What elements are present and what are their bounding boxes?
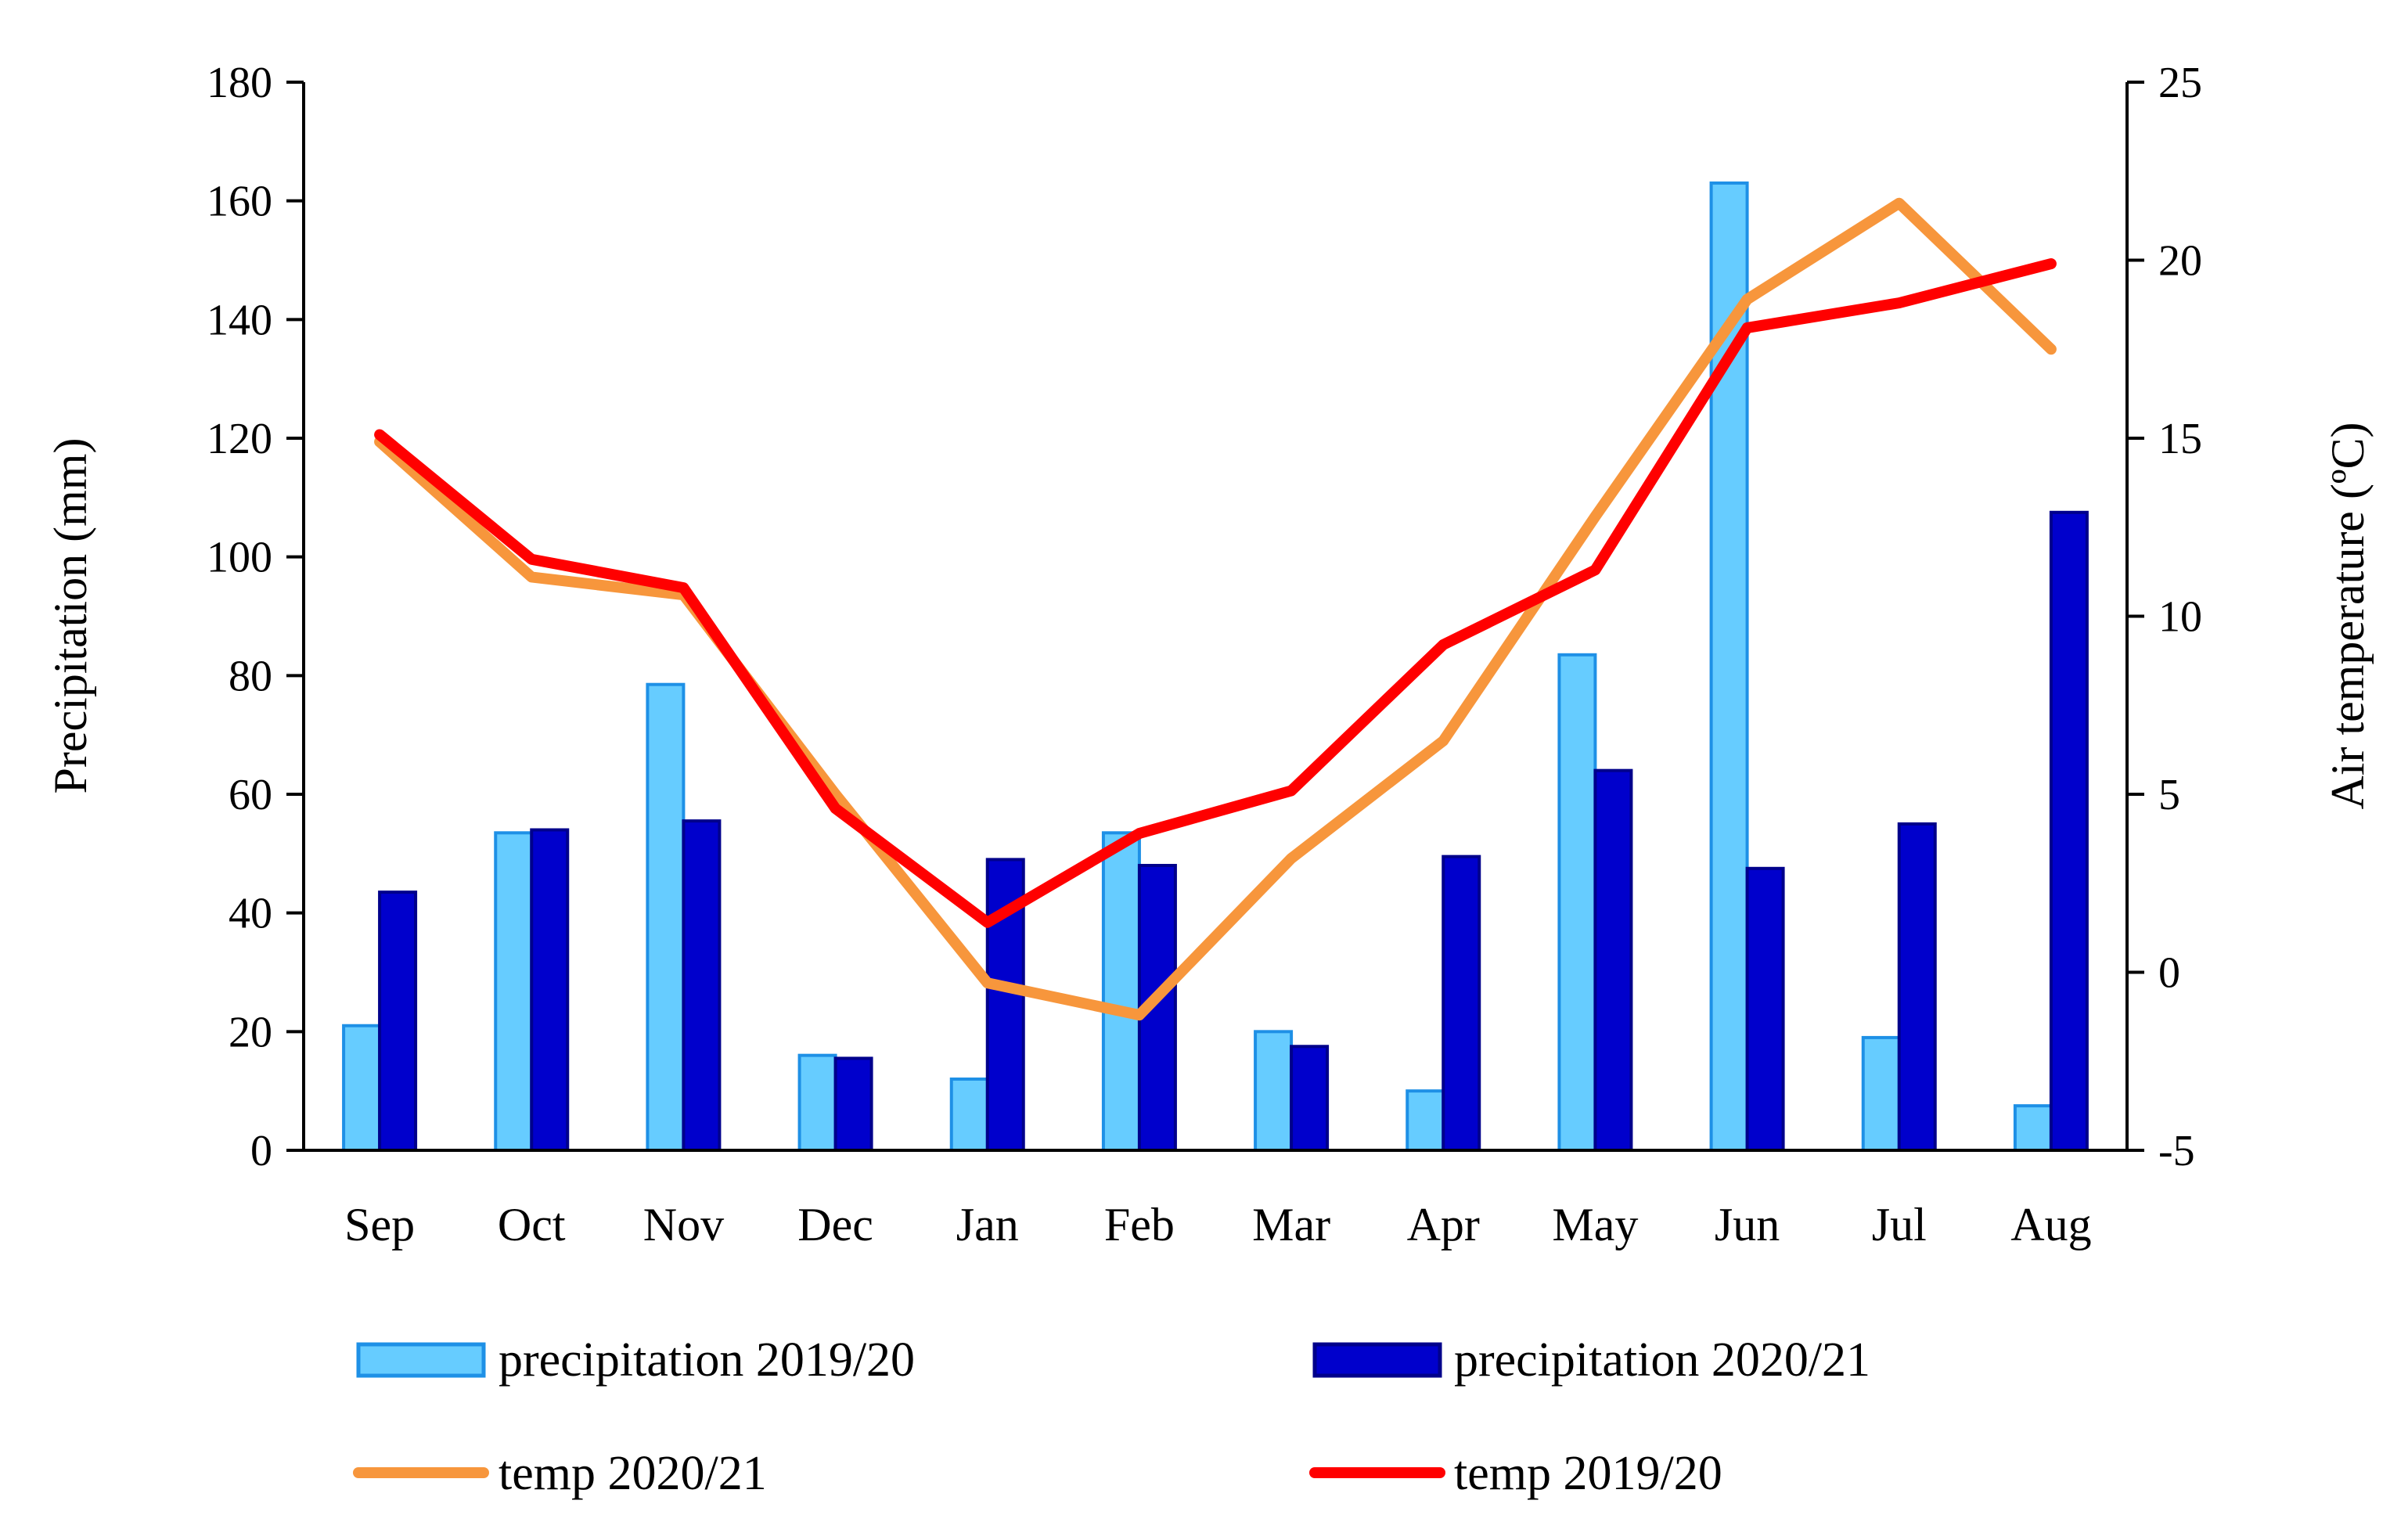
bar-precip-2019 — [797, 1053, 837, 1152]
right-tick-label: -5 — [2158, 1127, 2195, 1175]
bar-precip-2019 — [2013, 1104, 2053, 1152]
legend-label-temp-2020: temp 2020/21 — [499, 1447, 767, 1500]
legend-swatch-precip-2019 — [356, 1342, 486, 1378]
bar-precip-2019 — [1254, 1030, 1294, 1153]
bar-precip-2020 — [1290, 1045, 1330, 1152]
right-tick-label: 15 — [2158, 415, 2202, 463]
left-tick-label: 140 — [207, 296, 272, 344]
left-tick-label: 180 — [207, 59, 272, 107]
bar-precip-2020 — [530, 828, 570, 1152]
x-tick-label: Dec — [797, 1199, 873, 1250]
bar-precip-2020 — [1442, 855, 1481, 1152]
left-tick-label: 160 — [207, 178, 272, 226]
x-tick-label: Oct — [498, 1199, 566, 1250]
bar-precip-2019 — [1101, 831, 1141, 1152]
left-tick-label: 20 — [229, 1008, 272, 1056]
x-tick-label: May — [1552, 1199, 1638, 1250]
lines-layer — [374, 197, 2057, 1021]
legend-label-temp-2019: temp 2019/20 — [1454, 1447, 1722, 1500]
axes-layer — [302, 82, 2129, 1152]
legend: precipitation 2019/20 precipitation 2020… — [353, 1333, 1870, 1500]
legend-label-precip-2020: precipitation 2020/21 — [1454, 1333, 1870, 1387]
legend-swatch-precip-2020 — [1312, 1342, 1442, 1378]
bar-precip-2019 — [646, 682, 686, 1152]
x-tick-label: Mar — [1252, 1199, 1330, 1250]
right-axis-ticks: -5 0 5 10 15 20 25 — [2127, 59, 2202, 1175]
bar-precip-2020 — [1745, 866, 1785, 1152]
left-tick-label: 80 — [229, 652, 272, 700]
left-tick-label: 40 — [229, 890, 272, 938]
bar-precip-2020 — [2049, 510, 2089, 1152]
bar-precip-2020 — [833, 1056, 873, 1153]
x-tick-label: Feb — [1104, 1199, 1175, 1250]
right-tick-label: 10 — [2158, 593, 2202, 642]
bar-precip-2019 — [949, 1078, 989, 1152]
x-tick-label: Nov — [643, 1199, 724, 1250]
left-axis-title: Precipitation (mm) — [45, 438, 96, 794]
bar-precip-2020 — [1593, 768, 1633, 1153]
bar-precip-2020 — [682, 819, 722, 1152]
x-tick-label: Sep — [344, 1199, 415, 1250]
left-tick-label: 60 — [229, 771, 272, 819]
right-axis-title: Air temperature (ºC) — [2322, 422, 2374, 809]
bar-precip-2020 — [378, 891, 418, 1152]
right-tick-label: 0 — [2158, 949, 2180, 998]
left-tick-label: 120 — [207, 415, 272, 463]
left-tick-label: 0 — [250, 1127, 272, 1175]
bar-precip-2020 — [1897, 822, 1937, 1152]
x-tick-label: Jan — [956, 1199, 1019, 1250]
legend-label-precip-2019: precipitation 2019/20 — [499, 1333, 915, 1387]
x-tick-label: Apr — [1407, 1199, 1480, 1250]
bar-precip-2019 — [1861, 1035, 1901, 1152]
left-tick-label: 100 — [207, 534, 272, 582]
bar-precip-2019 — [1557, 653, 1597, 1152]
bar-precip-2019 — [342, 1024, 382, 1152]
line-temp-2020 — [374, 197, 2057, 1021]
left-axis-ticks: 0 20 40 60 80 100 120 140 160 180 — [207, 59, 304, 1175]
right-tick-label: 25 — [2158, 59, 2202, 107]
line-temp-2019 — [374, 258, 2057, 928]
bar-precip-2019 — [494, 831, 534, 1152]
x-axis-labels: Sep Oct Nov Dec Jan Feb Mar Apr May Jun Jul Aug — [344, 1199, 2092, 1250]
x-tick-label: Jun — [1715, 1199, 1780, 1250]
x-tick-label: Aug — [2010, 1199, 2091, 1250]
bar-precip-2019 — [1406, 1089, 1445, 1152]
x-tick-label: Jul — [1872, 1199, 1927, 1250]
bars-layer — [342, 181, 2089, 1153]
right-tick-label: 5 — [2158, 771, 2180, 819]
right-tick-label: 20 — [2158, 237, 2202, 286]
